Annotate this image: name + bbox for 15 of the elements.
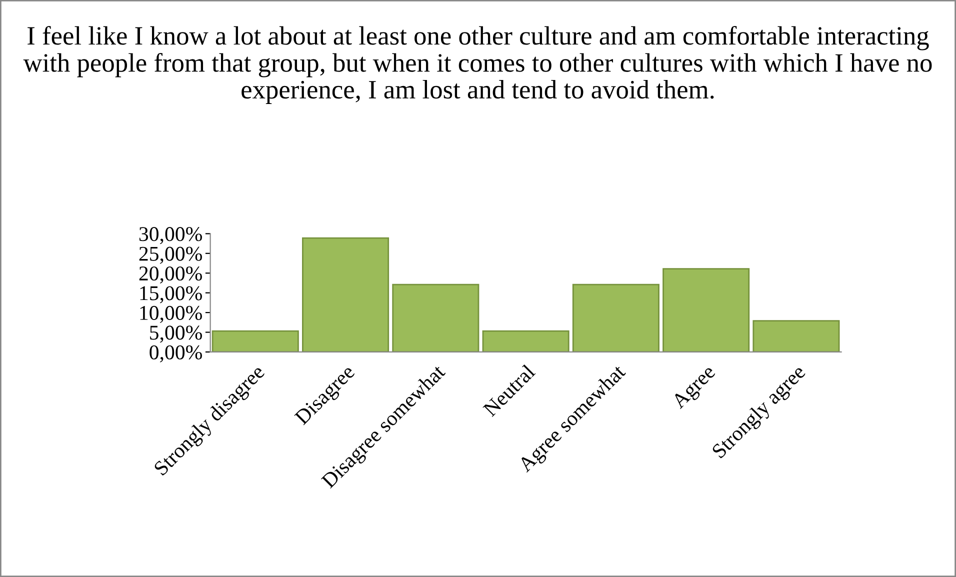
bar bbox=[302, 237, 390, 352]
y-tick-label: 25,00% bbox=[139, 246, 202, 264]
bar bbox=[662, 268, 750, 352]
y-tick-label: 10,00% bbox=[140, 306, 202, 323]
bar bbox=[392, 284, 480, 352]
bar bbox=[212, 330, 299, 352]
bar bbox=[752, 320, 840, 352]
chart-title: I feel like I know a lot about at least one other culture and am comfortable interacting with people from that group, but when it comes to other cultures with which I have no experience, I am lost and tend to avoid them. bbox=[23, 26, 932, 104]
bar bbox=[572, 284, 660, 352]
y-tick-label: 15,00% bbox=[140, 286, 202, 304]
y-tick-label: 20,00% bbox=[139, 266, 202, 284]
y-tick-label: 0,00% bbox=[150, 345, 202, 362]
bar bbox=[482, 330, 570, 352]
y-tick-label: 5,00% bbox=[150, 326, 202, 343]
y-tick-label: 30,00% bbox=[139, 227, 202, 244]
